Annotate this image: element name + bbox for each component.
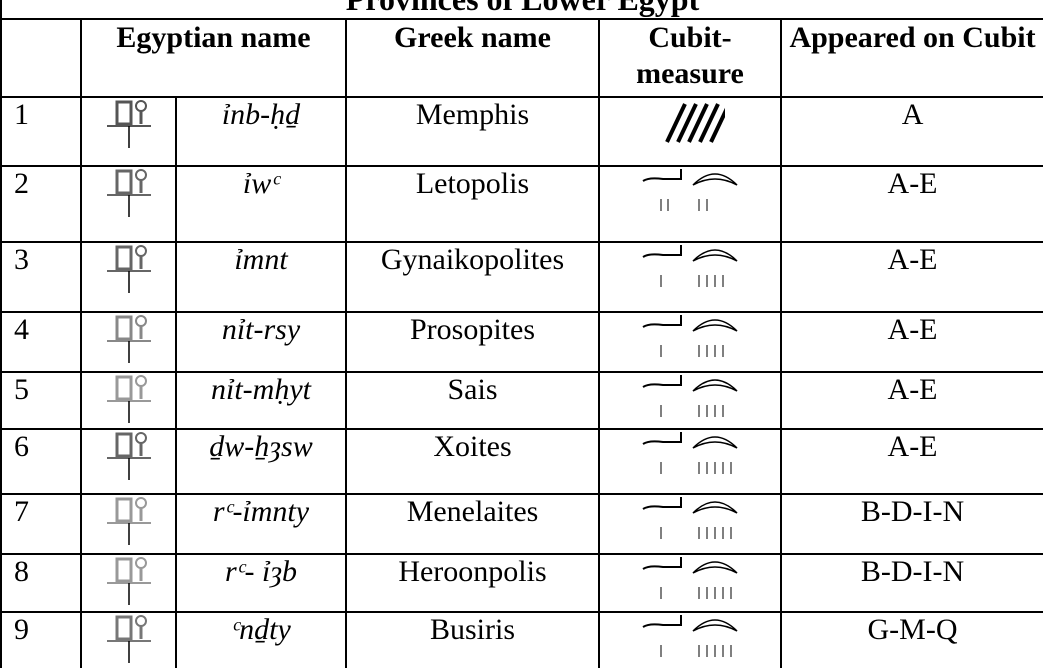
cubit-measure [598, 165, 782, 243]
appeared-on: A-E [779, 241, 1043, 313]
glyph-cell [80, 96, 177, 167]
glyph-cell [80, 311, 177, 373]
hieroglyph [106, 169, 151, 217]
province-row: 8 rᶜ- ỉȝb Heroonpolis B-D-I-N [0, 553, 1043, 613]
greek-name: Heroonpolis [345, 553, 600, 613]
transliteration: ỉwᶜ [175, 165, 347, 243]
glyph-cell [80, 371, 177, 430]
province-row: 7 rᶜ-ỉmnty Menelaites B-D-I-N [0, 493, 1043, 555]
greek-name: Menelaites [345, 493, 600, 555]
cubit-sign [642, 497, 738, 539]
row-number: 1 [0, 96, 82, 167]
row-number: 7 [0, 493, 82, 555]
greek-name: Memphis [345, 96, 600, 167]
row-number: 3 [0, 241, 82, 313]
glyph-cell [80, 241, 177, 313]
cubit-measure [598, 428, 782, 495]
cubit-sign [642, 169, 738, 211]
cubit-sign [642, 557, 738, 599]
greek-name: Sais [345, 371, 600, 430]
appeared-on: B-D-I-N [779, 493, 1043, 555]
greek-name: Letopolis [345, 165, 600, 243]
row-number: 5 [0, 371, 82, 430]
transliteration: nỉt-mḥyt [175, 371, 347, 430]
appeared-on: A-E [779, 311, 1043, 373]
transliteration: ᶜnḏty [175, 611, 347, 668]
appeared-on: A-E [779, 165, 1043, 243]
header-cell [0, 18, 82, 98]
province-row: 5 nỉt-mḥyt Sais A-E [0, 371, 1043, 430]
province-row: 4 nỉt-rsy Prosopites A-E [0, 311, 1043, 373]
hieroglyph [106, 497, 151, 545]
transliteration: ỉnb-ḥḏ [175, 96, 347, 167]
title-row: Provinces of Lower Egypt [0, 0, 1043, 20]
hieroglyph [106, 315, 151, 363]
hieroglyph [106, 432, 151, 480]
cubit-sign [642, 432, 738, 474]
glyph-cell [80, 611, 177, 668]
hieroglyph [106, 100, 151, 148]
cubit-measure [598, 96, 782, 167]
header-cell: Appeared on Cubit [779, 18, 1043, 98]
transliteration: rᶜ- ỉȝb [175, 553, 347, 613]
header-row: Egyptian name Greek name Cubit-measure A… [0, 18, 1043, 98]
appeared-on: B-D-I-N [779, 553, 1043, 613]
row-number: 6 [0, 428, 82, 495]
province-row: 6 ḏw-ẖȝsw Xoites A-E [0, 428, 1043, 495]
cubit-sign [642, 315, 738, 357]
cubit-sign [642, 245, 738, 287]
row-number: 9 [0, 611, 82, 668]
province-row: 9 ᶜnḏty Busiris G-M-Q [0, 611, 1043, 668]
header-cell: Egyptian name [80, 18, 347, 98]
cubit-measure [598, 241, 782, 313]
glyph-cell [80, 428, 177, 495]
appeared-on: A [779, 96, 1043, 167]
transliteration: nỉt-rsy [175, 311, 347, 373]
cubit-hatching [665, 103, 725, 143]
hieroglyph [106, 245, 151, 293]
greek-name: Xoites [345, 428, 600, 495]
cubit-measure [598, 311, 782, 373]
row-number: 8 [0, 553, 82, 613]
province-row: 2 ỉwᶜ Letopolis A-E [0, 165, 1043, 243]
transliteration: rᶜ-ỉmnty [175, 493, 347, 555]
row-number: 4 [0, 311, 82, 373]
transliteration: ḏw-ẖȝsw [175, 428, 347, 495]
greek-name: Gynaikopolites [345, 241, 600, 313]
appeared-on: G-M-Q [779, 611, 1043, 668]
appeared-on: A-E [779, 428, 1043, 495]
cubit-sign [642, 375, 738, 417]
province-row: 3 ỉmnt Gynaikopolites A-E [0, 241, 1043, 313]
hieroglyph [106, 615, 151, 663]
cubit-measure [598, 611, 782, 668]
glyph-cell [80, 165, 177, 243]
row-number: 2 [0, 165, 82, 243]
table-title: Provinces of Lower Egypt [0, 0, 1043, 20]
header-cell: Cubit-measure [598, 18, 782, 98]
hieroglyph [106, 557, 151, 605]
glyph-cell [80, 493, 177, 555]
glyph-cell [80, 553, 177, 613]
cubit-measure [598, 553, 782, 613]
appeared-on: A-E [779, 371, 1043, 430]
cubit-sign [642, 615, 738, 657]
hieroglyph [106, 375, 151, 423]
greek-name: Prosopites [345, 311, 600, 373]
transliteration: ỉmnt [175, 241, 347, 313]
cubit-measure [598, 371, 782, 430]
province-row: 1 ỉnb-ḥḏ Memphis A [0, 96, 1043, 167]
header-cell: Greek name [345, 18, 600, 98]
greek-name: Busiris [345, 611, 600, 668]
cubit-measure [598, 493, 782, 555]
